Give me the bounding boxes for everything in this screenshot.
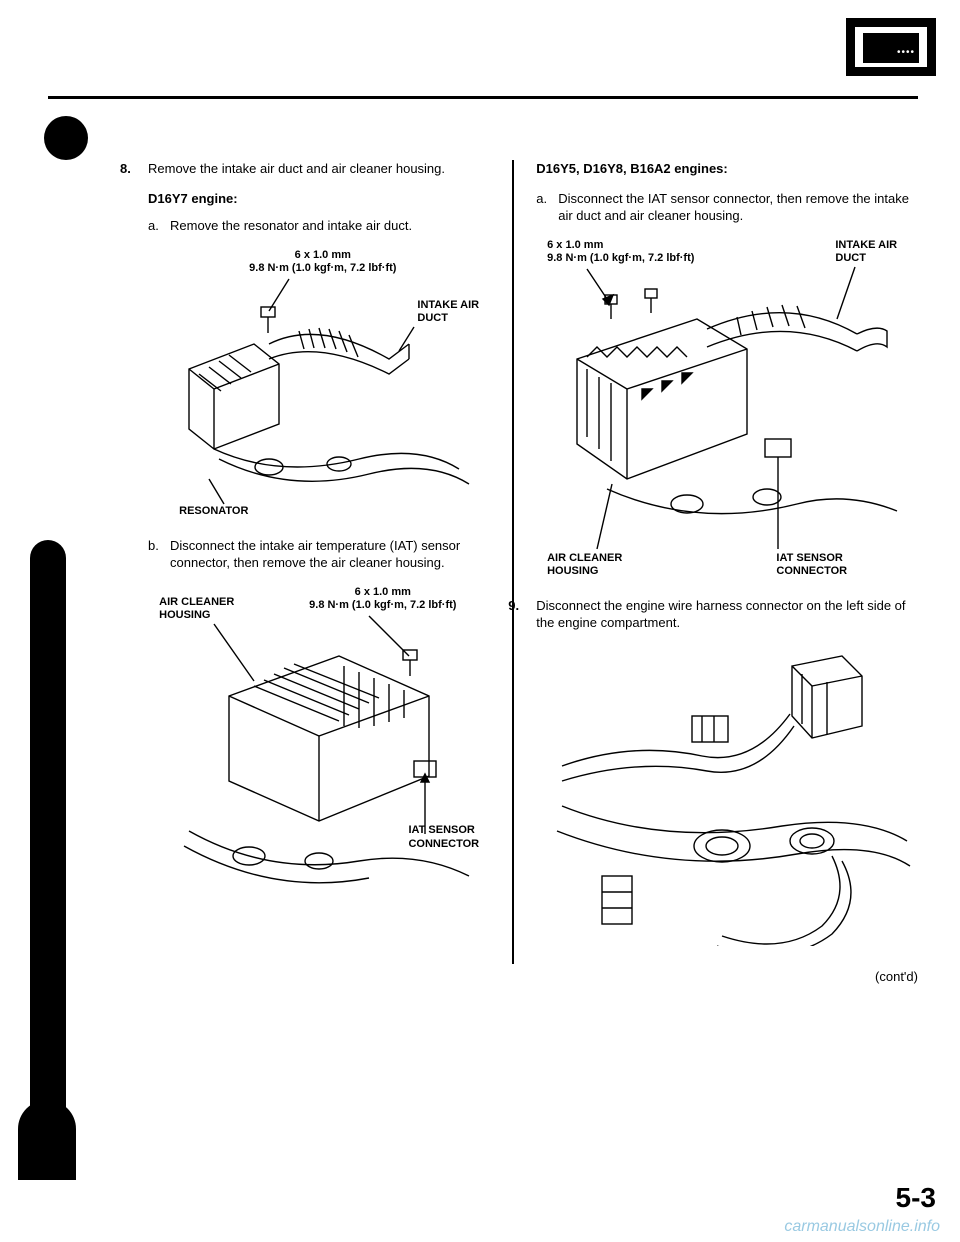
header-rule bbox=[48, 96, 918, 99]
intake-air-duct-label: INTAKE AIRDUCT bbox=[417, 299, 479, 325]
left-column: 8. Remove the intake air duct and air cl… bbox=[108, 160, 508, 964]
figure-resonator: 6 x 1.0 mm 9.8 N·m (1.0 kgf·m, 7.2 lbf·f… bbox=[148, 249, 490, 519]
diagram-svg-3 bbox=[547, 239, 907, 579]
torque-label-2: 6 x 1.0 mm 9.8 N·m (1.0 kgf·m, 7.2 lbf·f… bbox=[309, 586, 456, 612]
substep-label: a. bbox=[148, 217, 159, 235]
torque-label: 6 x 1.0 mm 9.8 N·m (1.0 kgf·m, 7.2 lbf·f… bbox=[249, 249, 396, 275]
substep-b: b. Disconnect the intake air temperature… bbox=[148, 537, 490, 572]
air-cleaner-housing-label-2: AIR CLEANERHOUSING bbox=[547, 552, 622, 578]
step-text: Remove the intake air duct and air clean… bbox=[148, 161, 445, 176]
step-number: 8. bbox=[120, 160, 131, 178]
diagram-svg-4 bbox=[542, 646, 912, 946]
two-column-content: 8. Remove the intake air duct and air cl… bbox=[108, 160, 918, 964]
intake-air-duct-label-2: INTAKE AIRDUCT bbox=[835, 239, 897, 265]
spiral-binding-shadow bbox=[30, 540, 66, 1180]
iat-sensor-label: IAT SENSORCONNECTOR bbox=[408, 824, 479, 850]
iat-sensor-label-2: IAT SENSORCONNECTOR bbox=[776, 552, 847, 578]
step-text: Disconnect the engine wire harness conne… bbox=[536, 598, 905, 631]
resonator-label: RESONATOR bbox=[179, 505, 248, 518]
figure-right-2: (cont'd) bbox=[536, 646, 918, 946]
torque-label-3: 6 x 1.0 mm 9.8 N·m (1.0 kgf·m, 7.2 lbf·f… bbox=[547, 239, 694, 265]
diagram-svg-2 bbox=[159, 586, 479, 906]
substep-a: a. Remove the resonator and intake air d… bbox=[148, 217, 490, 235]
substep-label: b. bbox=[148, 537, 159, 555]
substep-text: Remove the resonator and intake air duct… bbox=[170, 218, 412, 233]
substep-a-right: a. Disconnect the IAT sensor connector, … bbox=[536, 190, 918, 225]
engine-heading: D16Y7 engine: bbox=[148, 190, 490, 208]
step-8: 8. Remove the intake air duct and air cl… bbox=[148, 160, 490, 178]
substep-text: Disconnect the intake air temperature (I… bbox=[170, 538, 460, 571]
figure-air-cleaner: AIR CLEANERHOUSING 6 x 1.0 mm 9.8 N·m (1… bbox=[148, 586, 490, 906]
right-column: D16Y5, D16Y8, B16A2 engines: a. Disconne… bbox=[518, 160, 918, 964]
watermark-text: carmanualsonline.info bbox=[784, 1218, 940, 1236]
engine-subsection: D16Y7 engine: a. Remove the resonator an… bbox=[148, 190, 490, 235]
step-number: 9. bbox=[508, 597, 519, 615]
spiral-binding-shadow-2 bbox=[18, 1100, 76, 1180]
figure-right-1: 6 x 1.0 mm 9.8 N·m (1.0 kgf·m, 7.2 lbf·f… bbox=[536, 239, 918, 579]
substep-text: Disconnect the IAT sensor connector, the… bbox=[558, 191, 909, 224]
substep-label: a. bbox=[536, 190, 547, 208]
column-divider bbox=[512, 160, 514, 964]
diagram-svg bbox=[159, 249, 479, 519]
air-cleaner-housing-label: AIR CLEANERHOUSING bbox=[159, 596, 234, 622]
contd-label: (cont'd) bbox=[875, 968, 918, 986]
step-9: 9. Disconnect the engine wire harness co… bbox=[536, 597, 918, 632]
engine-heading-right: D16Y5, D16Y8, B16A2 engines: bbox=[536, 160, 918, 178]
margin-bullet bbox=[44, 116, 88, 160]
manual-header-icon: •••• bbox=[846, 18, 936, 76]
page-number: 5-3 bbox=[896, 1182, 936, 1214]
